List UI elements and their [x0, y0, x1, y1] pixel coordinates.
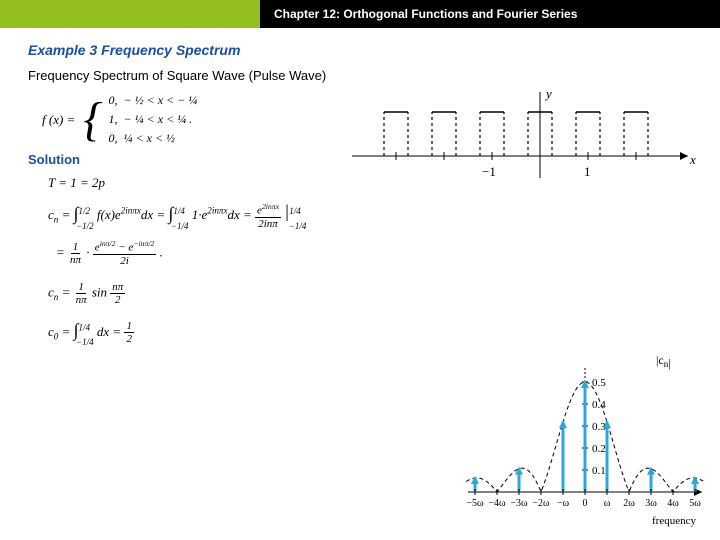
chapter-title: Chapter 12: Orthogonal Functions and Fou… [260, 0, 720, 28]
svg-text:−5ω: −5ω [466, 498, 484, 509]
svg-text:y: y [544, 86, 552, 101]
svg-text:|cn|: |cn| [656, 353, 671, 370]
header-bar: Chapter 12: Orthogonal Functions and Fou… [0, 0, 720, 28]
example-title: Example 3 Frequency Spectrum [28, 42, 692, 58]
svg-text:0: 0 [583, 498, 588, 509]
piecewise-prefix: f (x) = [42, 112, 75, 128]
svg-text:4ω: 4ω [667, 498, 679, 509]
svg-text:5ω: 5ω [689, 498, 701, 509]
eq-c0: c0 = ∫1/4−1/4 dx = 12 [48, 320, 692, 346]
square-wave-figure: y x −1 1 [340, 86, 700, 196]
svg-text:−ω: −ω [557, 498, 570, 509]
svg-text:0.2: 0.2 [592, 443, 606, 455]
spectrum-figure: |cn| 0.10.20.30.40.5 −5ω−4ω−3ω−2ω−ω0ω2ω3… [460, 352, 710, 532]
left-brace: { [83, 96, 102, 144]
svg-text:1: 1 [584, 164, 591, 179]
svg-text:−3ω: −3ω [510, 498, 528, 509]
svg-text:−4ω: −4ω [488, 498, 506, 509]
svg-text:−2ω: −2ω [532, 498, 550, 509]
svg-text:x: x [689, 152, 696, 167]
svg-text:0.1: 0.1 [592, 465, 606, 477]
content-area: Example 3 Frequency Spectrum Frequency S… [0, 28, 720, 345]
eq-cn-exp: = 1nπ · einπ/2 − e−inπ/22i . [56, 240, 692, 267]
svg-text:−1: −1 [482, 164, 496, 179]
eq-cn-integral: cn = ∫1/2−1/2 f(x)e2inπxdx = ∫1/4−1/4 1·… [48, 203, 692, 230]
svg-text:0.5: 0.5 [592, 377, 606, 389]
subtitle: Frequency Spectrum of Square Wave (Pulse… [28, 68, 692, 83]
svg-text:frequency: frequency [652, 515, 696, 527]
svg-text:2ω: 2ω [623, 498, 635, 509]
svg-text:3ω: 3ω [645, 498, 657, 509]
piecewise-cases: 0, − ½ < x < − ¼ 1, − ¼ < x < ¼ . 0, ¼ <… [109, 93, 198, 146]
eq-cn-sin: cn = 1nπ sin nπ2 [48, 281, 692, 306]
svg-text:ω: ω [604, 498, 611, 509]
